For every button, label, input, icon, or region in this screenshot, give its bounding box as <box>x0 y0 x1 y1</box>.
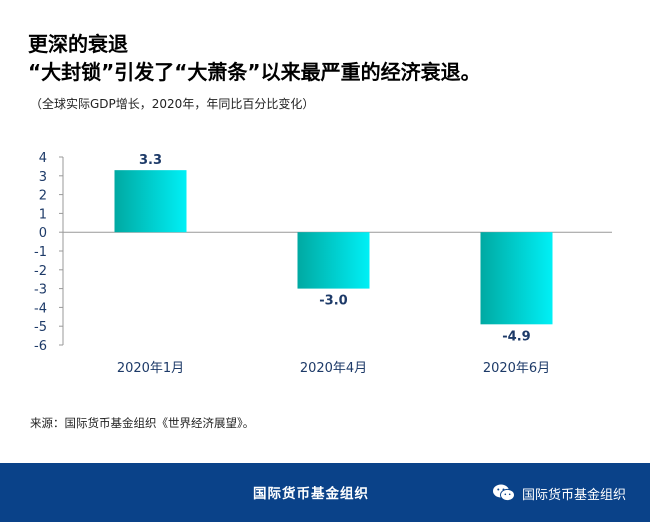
y-tick-label: 1 <box>39 207 47 222</box>
y-tick-label: 0 <box>39 226 47 241</box>
x-category-label: 2020年1月 <box>117 361 184 376</box>
y-tick-label: -3 <box>34 283 47 298</box>
y-tick-label: -5 <box>34 320 47 335</box>
y-tick-label: -6 <box>34 339 47 354</box>
data-label: -4.9 <box>502 329 530 344</box>
footer-org-name: 国际货币基金组织 <box>253 486 369 502</box>
y-tick-label: -4 <box>34 301 47 316</box>
footer-wechat-name: 国际货币基金组织 <box>521 487 626 503</box>
bar <box>114 170 187 233</box>
title-line-1: 更深的衰退 <box>28 32 128 56</box>
bar <box>297 232 370 289</box>
x-category-label: 2020年4月 <box>300 361 367 376</box>
title-line-2: “大封锁”引发了“大萧条”以来最严重的经济衰退。 <box>28 60 481 84</box>
y-tick-label: 4 <box>39 151 47 166</box>
footer-bar: 国际货币基金组织 国际货币基金组织 <box>0 463 650 522</box>
chart-subtitle: （全球实际GDP增长，2020年，年同比百分比变化） <box>30 97 315 111</box>
y-tick-label: -1 <box>34 245 47 260</box>
y-tick-label: 2 <box>39 189 47 204</box>
data-label: 3.3 <box>139 153 162 168</box>
y-tick-label: -2 <box>34 264 47 279</box>
wechat-icon <box>492 484 515 502</box>
data-label: -3.0 <box>319 294 347 309</box>
gdp-bar-chart: 4 3 2 1 0 -1 -2 -3 -4 -5 -6 3.3 2020年1月 -3.0 2020年4月 -… <box>34 151 612 376</box>
source-note: 来源：国际货币基金组织《世界经济展望》。 <box>30 416 255 430</box>
x-category-label: 2020年6月 <box>483 361 550 376</box>
bar <box>480 232 553 325</box>
footer-wechat: 国际货币基金组织 <box>492 483 626 503</box>
y-tick-label: 3 <box>39 170 47 185</box>
chart-title: 更深的衰退 “大封锁”引发了“大萧条”以来最严重的经济衰退。 <box>28 30 628 86</box>
